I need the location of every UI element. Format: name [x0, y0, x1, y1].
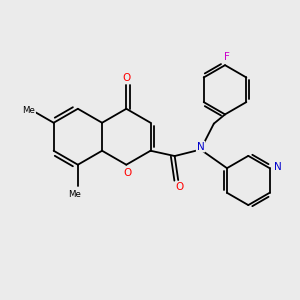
Text: F: F	[224, 52, 230, 62]
Text: O: O	[124, 168, 132, 178]
Text: O: O	[122, 73, 130, 83]
Text: N: N	[197, 142, 205, 152]
Text: O: O	[176, 182, 184, 192]
Text: Me: Me	[68, 190, 81, 199]
Text: Me: Me	[22, 106, 35, 115]
Text: N: N	[274, 162, 282, 172]
